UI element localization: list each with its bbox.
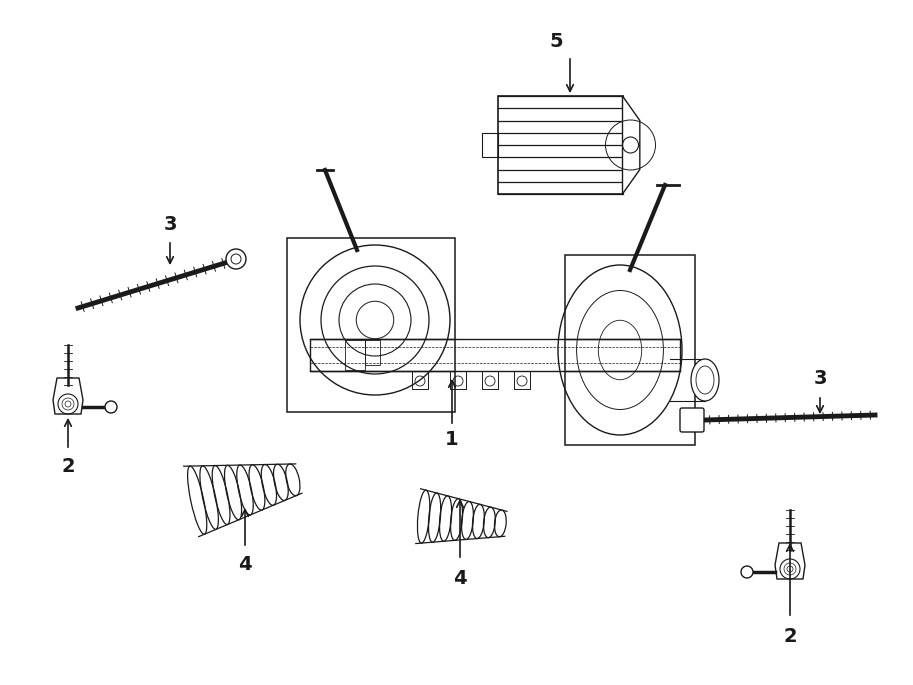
- Ellipse shape: [691, 359, 719, 401]
- Text: 1: 1: [446, 429, 459, 449]
- Text: 2: 2: [61, 456, 75, 475]
- Text: 5: 5: [550, 32, 562, 51]
- Circle shape: [226, 249, 246, 269]
- Text: 3: 3: [813, 369, 827, 388]
- Text: 2: 2: [783, 627, 797, 645]
- Text: 3: 3: [163, 214, 177, 234]
- Polygon shape: [623, 96, 640, 194]
- Text: 4: 4: [238, 556, 252, 575]
- FancyBboxPatch shape: [680, 408, 704, 432]
- Circle shape: [741, 566, 753, 578]
- Circle shape: [105, 401, 117, 413]
- Text: 4: 4: [453, 569, 467, 588]
